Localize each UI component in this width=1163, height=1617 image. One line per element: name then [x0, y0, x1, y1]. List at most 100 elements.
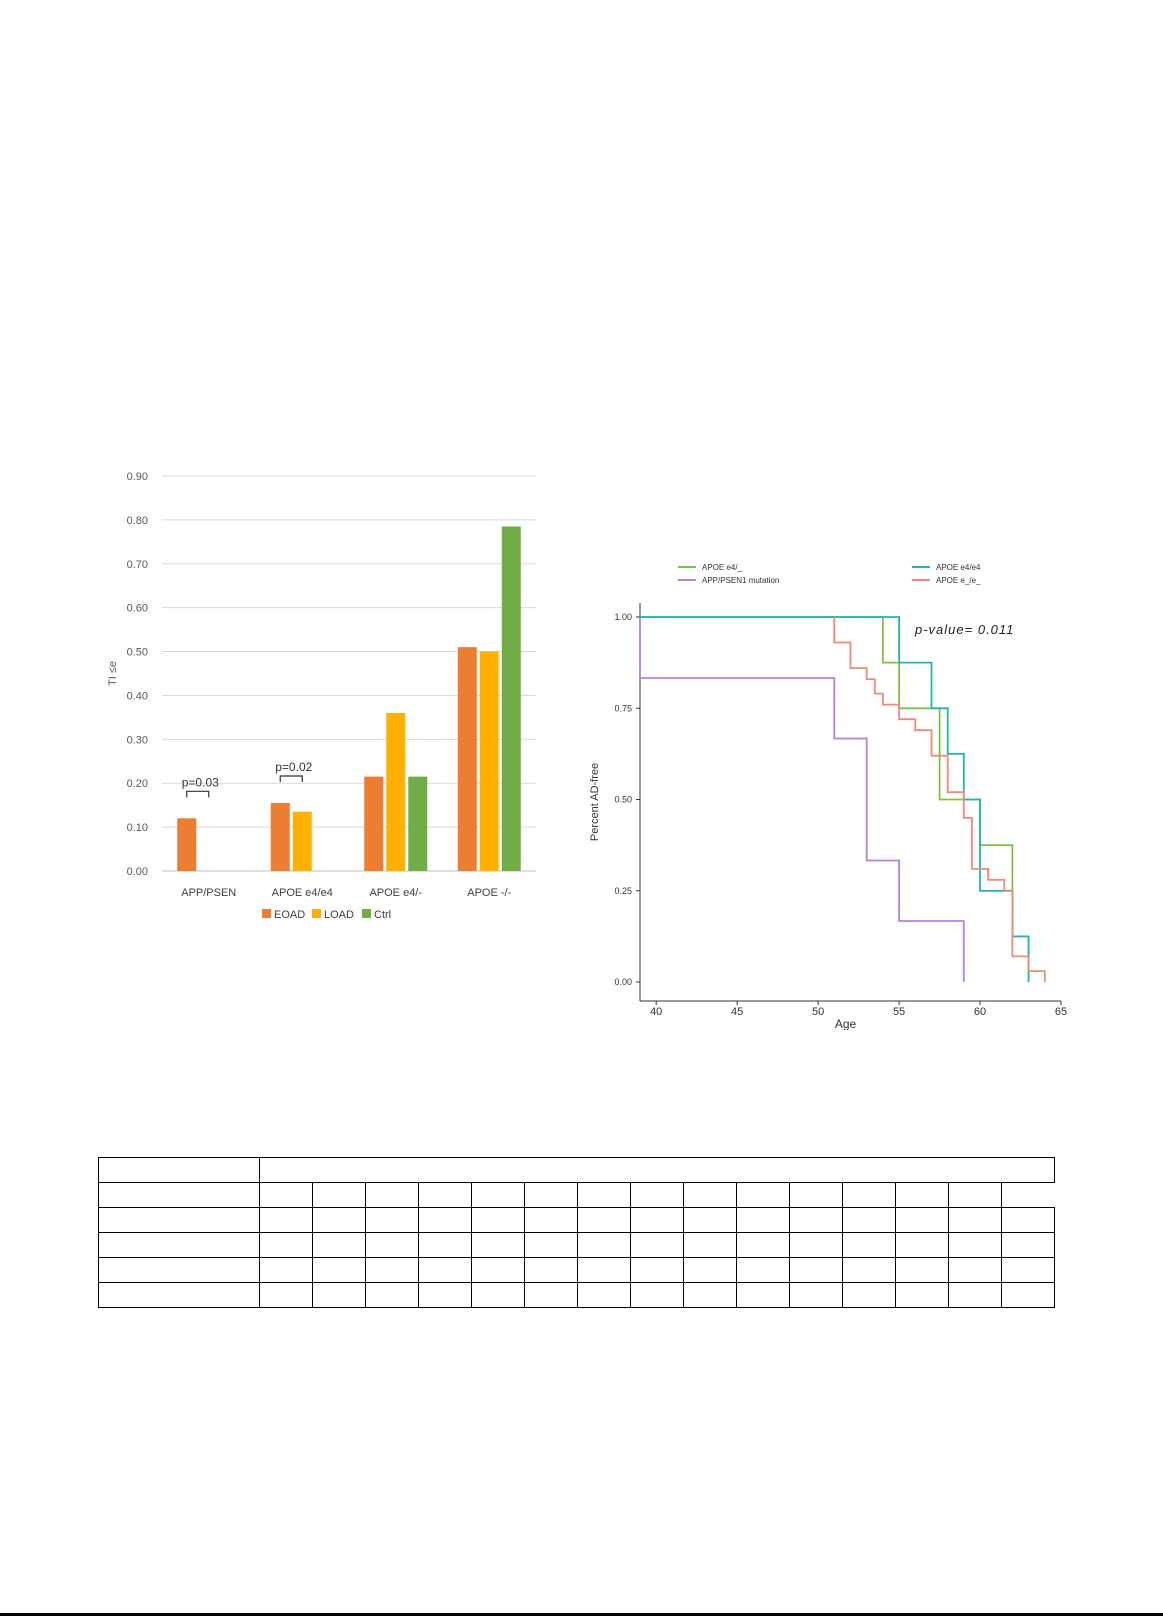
- table-cell: [577, 1207, 631, 1233]
- table-cell: [736, 1182, 790, 1208]
- data-table: [98, 1157, 1055, 1308]
- table-cell: [789, 1207, 843, 1233]
- survival-line: [639, 617, 965, 982]
- table-cell: [842, 1257, 896, 1283]
- y-axis-label: TI ≤e: [107, 661, 119, 686]
- table-cell: [736, 1282, 790, 1308]
- legend-swatch: [362, 909, 371, 918]
- x-tick-label: 40: [650, 1006, 662, 1018]
- table-row: [98, 1257, 1055, 1283]
- y-tick-label: 0.10: [127, 822, 148, 834]
- table-cell: [524, 1207, 578, 1233]
- table-cell: [1001, 1282, 1055, 1308]
- table-cell: [577, 1182, 631, 1208]
- table-cell: [98, 1207, 260, 1233]
- table-cell: [1001, 1207, 1055, 1233]
- table-cell: [524, 1257, 578, 1283]
- table-cell: [98, 1257, 260, 1283]
- table-cell: [418, 1182, 472, 1208]
- survival-line: [640, 616, 1030, 982]
- table-cell: [418, 1282, 472, 1308]
- x-axis-label: Age: [835, 1017, 857, 1030]
- p-value-label: p=0.03: [182, 775, 219, 789]
- table-cell: [365, 1182, 419, 1208]
- table-cell: [259, 1282, 313, 1308]
- legend-label: APP/PSEN1 mutation: [702, 576, 779, 585]
- y-tick-label: 0.00: [127, 866, 148, 878]
- legend-label: APOE e4/_: [702, 563, 743, 572]
- legend-label: Ctrl: [374, 909, 391, 921]
- table-cell: [471, 1182, 525, 1208]
- footer-rule: [0, 1613, 1163, 1616]
- y-tick-label: 0.30: [127, 734, 148, 746]
- y-tick-label: 0.90: [127, 471, 148, 483]
- x-tick-label: APP/PSEN: [181, 887, 236, 899]
- table-cell: [259, 1232, 313, 1258]
- table-cell: [312, 1182, 366, 1208]
- y-tick-label: 0.20: [127, 778, 148, 790]
- x-tick-label: 65: [1055, 1006, 1067, 1018]
- bar-ctrl: [501, 526, 521, 871]
- legend-label: APOE e_/e_: [936, 576, 981, 585]
- table-cell: [630, 1232, 684, 1258]
- bar-load: [292, 811, 312, 871]
- significance-bracket: [279, 775, 303, 782]
- table-cell: [312, 1232, 366, 1258]
- table-cell: [524, 1182, 578, 1208]
- table-cell: [683, 1232, 737, 1258]
- legend-label: APOE e4/e4: [936, 563, 981, 572]
- table-cell: [895, 1257, 949, 1283]
- table-cell: [683, 1282, 737, 1308]
- table-cell: [471, 1257, 525, 1283]
- table-row: [98, 1157, 1055, 1183]
- table-cell: [365, 1282, 419, 1308]
- table-header-cell: [259, 1157, 1055, 1183]
- y-axis-label: Percent AD-free: [590, 763, 601, 841]
- table-cell: [1001, 1257, 1055, 1283]
- y-tick-label: 0.25: [614, 886, 632, 896]
- bar-load: [386, 713, 406, 871]
- table-cell: [259, 1182, 313, 1208]
- table-cell: [895, 1282, 949, 1308]
- table-cell: [577, 1282, 631, 1308]
- table-cell: [418, 1207, 472, 1233]
- table-cell: [259, 1207, 313, 1233]
- bar-ctrl: [408, 776, 428, 871]
- table-cell: [789, 1257, 843, 1283]
- table-cell: [842, 1182, 896, 1208]
- table-cell: [683, 1182, 737, 1208]
- bar-eoad: [177, 818, 197, 871]
- table-row: [98, 1282, 1055, 1308]
- table-cell: [948, 1257, 1002, 1283]
- table-cell: [312, 1257, 366, 1283]
- table-cell: [842, 1232, 896, 1258]
- significance-bracket: [186, 790, 210, 798]
- y-tick-label: 1.00: [614, 612, 632, 622]
- legend-label: EOAD: [274, 909, 305, 921]
- table-cell: [471, 1207, 525, 1233]
- table-cell: [524, 1282, 578, 1308]
- legend-swatch: [312, 909, 321, 918]
- bar-eoad: [364, 776, 384, 871]
- table-cell: [789, 1232, 843, 1258]
- p-value-label: p-value= 0.011: [914, 622, 1014, 637]
- x-tick-label: 45: [731, 1006, 743, 1018]
- y-tick-label: 0.60: [127, 603, 148, 615]
- table-cell: [736, 1257, 790, 1283]
- y-tick-label: 0.80: [127, 515, 148, 527]
- table-cell: [948, 1182, 1002, 1208]
- table-cell: [683, 1207, 737, 1233]
- y-tick-label: 0.50: [127, 647, 148, 659]
- table-cell: [577, 1257, 631, 1283]
- survival-line: [833, 617, 1046, 982]
- table-cell: [630, 1182, 684, 1208]
- y-tick-label: 0.75: [614, 703, 632, 713]
- table-cell: [895, 1182, 949, 1208]
- legend-label: LOAD: [324, 909, 354, 921]
- table-cell: [736, 1232, 790, 1258]
- table-cell: [471, 1232, 525, 1258]
- table-cell: [683, 1257, 737, 1283]
- table-cell: [418, 1232, 472, 1258]
- table-cell: [842, 1282, 896, 1308]
- table-cell: [365, 1207, 419, 1233]
